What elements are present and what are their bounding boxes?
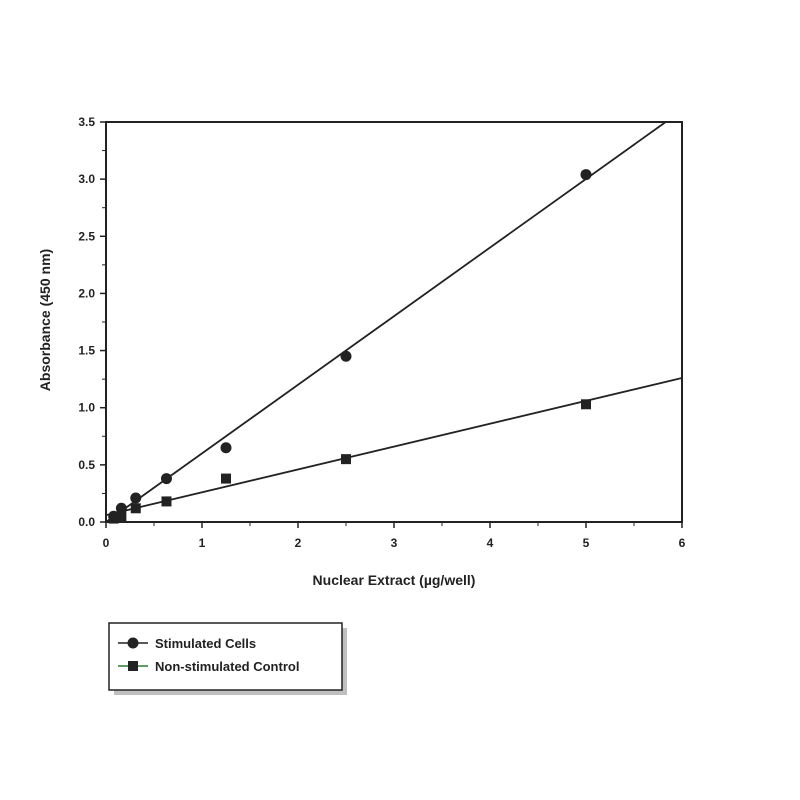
data-point-control (221, 473, 231, 484)
y-tick-label: 0.5 (78, 458, 95, 472)
x-tick-label: 6 (679, 536, 686, 550)
data-point-control (130, 503, 141, 514)
fit-line-stimulated (106, 122, 667, 522)
x-tick-label: 2 (295, 536, 302, 550)
x-tick-label: 3 (391, 536, 398, 550)
data-point-stimulated (220, 442, 232, 454)
data-point-control (581, 399, 591, 410)
data-point-stimulated (115, 502, 127, 514)
legend: Stimulated Cells Non-stimulated Control (108, 622, 347, 695)
data-point-stimulated (580, 169, 592, 181)
plot-area: 0 1 2 3 4 5 6 0.0 0.5 1.0 1.5 2.0 2.5 3.0 3.5 (78, 115, 685, 550)
legend-marker-circle (127, 637, 139, 649)
y-tick-label: 3.5 (78, 115, 95, 129)
x-axis-label: Nuclear Extract (µg/well) (313, 572, 476, 588)
y-tick-label: 3.0 (78, 172, 95, 186)
data-markers (108, 169, 592, 524)
legend-label-control: Non-stimulated Control (155, 659, 299, 674)
y-tick-label: 1.5 (78, 344, 95, 358)
legend-entry-non-stimulated-control: Non-stimulated Control (118, 659, 299, 674)
data-point-control (108, 513, 119, 524)
data-point-control (161, 496, 172, 507)
legend-entry-stimulated-cells: Stimulated Cells (118, 636, 256, 651)
x-axis-ticks: 0 1 2 3 4 5 6 (103, 522, 686, 550)
data-point-stimulated (130, 492, 142, 504)
y-axis-label: Absorbance (450 nm) (37, 249, 53, 391)
legend-label-stimulated: Stimulated Cells (155, 636, 256, 651)
y-tick-label: 2.5 (78, 229, 95, 243)
x-tick-label: 1 (199, 536, 206, 550)
legend-box (108, 622, 343, 691)
x-tick-label: 0 (103, 536, 110, 550)
data-point-stimulated (340, 350, 352, 362)
y-tick-label: 2.0 (78, 286, 95, 300)
x-tick-label: 5 (583, 536, 590, 550)
y-tick-label: 0.0 (78, 515, 95, 529)
data-point-control (116, 511, 127, 522)
y-axis-ticks: 0.0 0.5 1.0 1.5 2.0 2.5 3.0 3.5 (78, 115, 106, 529)
legend-marker-square (128, 661, 138, 671)
data-point-stimulated (160, 473, 172, 485)
x-tick-label: 4 (487, 536, 494, 550)
data-point-control (341, 454, 351, 465)
y-tick-label: 1.0 (78, 401, 95, 415)
